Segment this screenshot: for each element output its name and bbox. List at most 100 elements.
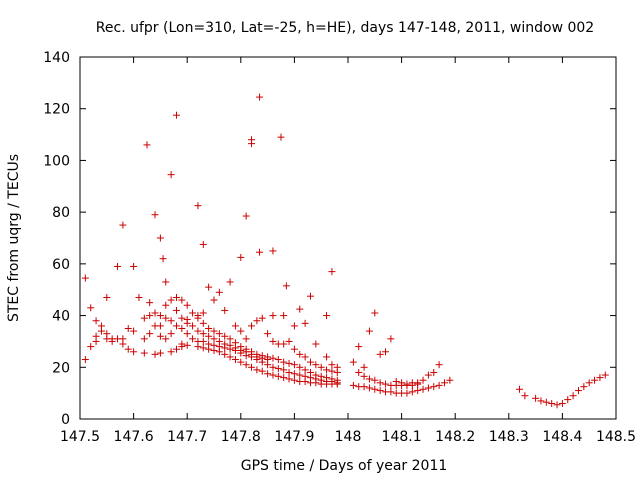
data-point xyxy=(264,356,272,364)
data-point xyxy=(548,399,556,407)
data-point xyxy=(349,358,357,366)
data-point xyxy=(365,384,373,392)
data-point xyxy=(103,330,111,338)
data-point xyxy=(274,372,282,380)
data-point xyxy=(221,350,229,358)
data-point xyxy=(323,312,331,320)
data-point xyxy=(226,335,234,343)
data-point xyxy=(242,212,250,220)
data-point xyxy=(580,383,588,391)
data-point xyxy=(585,379,593,387)
data-point xyxy=(414,379,422,387)
data-point xyxy=(435,361,443,369)
data-point xyxy=(199,319,207,327)
data-point xyxy=(274,365,282,373)
data-point xyxy=(290,361,298,369)
data-point xyxy=(178,340,186,348)
y-tick-label: 80 xyxy=(52,205,70,221)
data-point xyxy=(574,387,582,395)
data-point xyxy=(210,296,218,304)
data-point xyxy=(253,317,261,325)
data-point xyxy=(312,361,320,369)
data-point xyxy=(242,335,250,343)
data-point xyxy=(237,346,245,354)
data-point xyxy=(140,349,148,357)
x-tick-label: 148 xyxy=(335,429,362,445)
data-point xyxy=(156,234,164,242)
x-tick-label: 148.3 xyxy=(489,429,529,445)
data-points xyxy=(81,93,609,409)
data-point xyxy=(231,344,239,352)
data-point xyxy=(328,361,336,369)
data-point xyxy=(205,332,213,340)
data-point xyxy=(143,141,151,149)
data-point xyxy=(264,370,272,378)
data-point xyxy=(162,278,170,286)
data-point xyxy=(349,381,357,389)
data-point xyxy=(403,380,411,388)
data-point xyxy=(140,335,148,343)
data-point xyxy=(392,378,400,386)
data-point xyxy=(258,354,266,362)
data-point xyxy=(253,353,261,361)
data-point xyxy=(215,330,223,338)
x-tick-label: 147.9 xyxy=(274,429,314,445)
data-point xyxy=(189,322,197,330)
data-point xyxy=(124,345,132,353)
data-point xyxy=(414,387,422,395)
data-point xyxy=(151,322,159,330)
data-point xyxy=(221,332,229,340)
data-point xyxy=(419,385,427,393)
data-point xyxy=(365,375,373,383)
data-point xyxy=(435,381,443,389)
y-tick-label: 140 xyxy=(43,50,70,66)
data-point xyxy=(596,374,604,382)
data-point xyxy=(328,375,336,383)
data-point xyxy=(215,337,223,345)
data-point xyxy=(277,133,285,141)
data-point xyxy=(210,327,218,335)
data-point xyxy=(114,262,122,270)
data-point xyxy=(226,353,234,361)
data-point xyxy=(430,368,438,376)
x-tick-label: 148.1 xyxy=(382,429,422,445)
data-point xyxy=(256,93,264,101)
axis-ticks: 147.5 147.6 147.7 147.8 147.9 148 148.1 148.2 14… xyxy=(43,50,636,445)
data-point xyxy=(290,322,298,330)
data-point xyxy=(601,371,609,379)
data-point xyxy=(119,221,127,229)
data-point xyxy=(199,330,207,338)
data-point xyxy=(210,335,218,343)
data-point xyxy=(237,253,245,261)
data-point xyxy=(269,363,277,371)
data-point xyxy=(365,327,373,335)
data-point xyxy=(162,301,170,309)
data-point xyxy=(151,309,159,317)
data-point xyxy=(172,322,180,330)
data-point xyxy=(194,327,202,335)
data-point xyxy=(199,337,207,345)
data-point xyxy=(360,383,368,391)
data-point xyxy=(360,363,368,371)
data-point xyxy=(371,376,379,384)
data-point xyxy=(205,325,213,332)
data-point xyxy=(108,335,116,343)
data-point xyxy=(183,315,191,323)
plot-frame xyxy=(79,56,617,420)
data-point xyxy=(516,385,524,393)
y-tick-label: 100 xyxy=(43,153,70,169)
y-tick-label: 40 xyxy=(52,309,70,325)
data-point xyxy=(92,317,100,325)
data-point xyxy=(280,366,288,374)
data-point xyxy=(424,371,432,379)
x-tick-label: 148.2 xyxy=(435,429,475,445)
data-point xyxy=(167,317,175,325)
data-point xyxy=(285,375,293,383)
data-point xyxy=(333,363,341,371)
data-point xyxy=(317,363,325,371)
data-point xyxy=(156,332,164,340)
data-point xyxy=(424,384,432,392)
data-point xyxy=(306,292,314,300)
data-point xyxy=(269,247,277,255)
data-point xyxy=(387,335,395,343)
